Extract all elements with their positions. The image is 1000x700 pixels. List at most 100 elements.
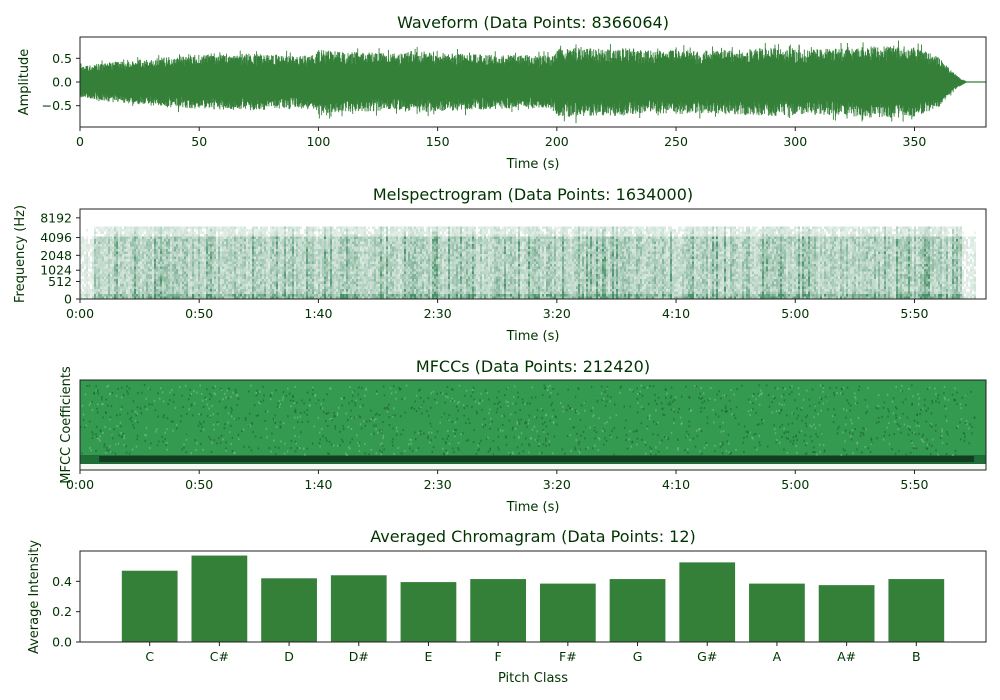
mel-cell — [206, 259, 208, 262]
mel-cell — [428, 264, 430, 267]
mel-cell — [242, 259, 244, 262]
x-tick-label: 0 — [76, 134, 84, 149]
mel-cell — [244, 264, 246, 267]
mel-cell — [400, 279, 402, 282]
mel-cell — [364, 269, 366, 272]
mel-cell — [274, 261, 276, 264]
mel-cell — [264, 291, 266, 294]
mel-cell — [342, 229, 344, 232]
mel-cell — [336, 249, 338, 252]
mel-cell — [390, 296, 392, 299]
mel-cell — [96, 284, 98, 287]
mel-cell — [356, 234, 358, 237]
mel-cell — [202, 244, 204, 247]
mel-cell — [288, 226, 290, 229]
mel-cell — [198, 276, 200, 279]
mel-cell — [330, 226, 332, 229]
mel-cell — [308, 239, 310, 242]
mel-cell — [420, 246, 422, 249]
mel-cell — [108, 231, 110, 234]
mel-cell — [226, 236, 228, 239]
mel-cell — [234, 289, 236, 292]
mel-cell — [120, 276, 122, 279]
mel-cell — [120, 236, 122, 239]
mel-cell — [96, 276, 98, 279]
mel-cell — [322, 256, 324, 259]
mel-cell — [304, 284, 306, 287]
mel-cell — [258, 259, 260, 262]
mel-cell — [118, 256, 120, 259]
mel-cell — [114, 244, 116, 247]
mel-cell — [276, 231, 278, 234]
mel-cell — [180, 289, 182, 292]
mel-cell — [208, 251, 210, 254]
mel-cell — [414, 256, 416, 259]
mel-cell — [176, 236, 178, 239]
mel-cell — [182, 241, 184, 244]
mel-cell — [254, 281, 256, 284]
mel-cell — [238, 241, 240, 244]
mel-cell — [136, 286, 138, 289]
mel-cell — [134, 249, 136, 252]
mel-cell — [278, 254, 280, 257]
mel-cell — [186, 294, 188, 297]
mel-cell — [140, 294, 142, 297]
mel-cell — [376, 289, 378, 292]
mel-cell — [280, 226, 282, 229]
mel-cell — [406, 281, 408, 284]
mel-cell — [168, 271, 170, 274]
mel-cell — [348, 234, 350, 237]
mel-cell — [354, 234, 356, 237]
mel-cell — [300, 296, 302, 299]
mel-cell — [212, 279, 214, 282]
mel-cell — [122, 249, 124, 252]
mel-cell — [242, 231, 244, 234]
mel-cell — [184, 291, 186, 294]
mel-cell — [278, 269, 280, 272]
mel-cell — [366, 236, 368, 239]
mel-cell — [198, 296, 200, 299]
mel-cell — [180, 276, 182, 279]
mel-cell — [188, 279, 190, 282]
mel-cell — [242, 254, 244, 257]
mel-cell — [408, 229, 410, 232]
mel-cell — [422, 266, 424, 269]
mel-cell — [326, 264, 328, 267]
mel-cell — [124, 254, 126, 257]
mel-cell — [116, 256, 118, 259]
mel-cell — [278, 259, 280, 262]
mel-cell — [298, 254, 300, 257]
mel-cell — [244, 286, 246, 289]
mel-cell — [156, 234, 158, 237]
y-tick-label: 0.0 — [52, 75, 72, 90]
mel-cell — [290, 296, 292, 299]
mel-cell — [310, 266, 312, 269]
mel-cell — [412, 229, 414, 232]
mel-cell — [240, 231, 242, 234]
mel-cell — [158, 289, 160, 292]
mel-cell — [222, 244, 224, 247]
mel-cell — [336, 246, 338, 249]
mel-cell — [230, 239, 232, 242]
mel-cell — [218, 261, 220, 264]
mel-cell — [406, 239, 408, 242]
mel-cell — [274, 264, 276, 267]
mel-cell — [262, 261, 264, 264]
mel-cell — [414, 264, 416, 267]
mel-cell — [146, 264, 148, 267]
mel-cell — [234, 226, 236, 229]
mel-cell — [390, 241, 392, 244]
mel-cell — [136, 269, 138, 272]
mel-cell — [428, 281, 430, 284]
mel-cell — [272, 239, 274, 242]
mel-cell — [390, 226, 392, 229]
mel-cell — [220, 274, 222, 277]
mel-cell — [190, 234, 192, 237]
mel-cell — [184, 259, 186, 262]
mel-cell — [346, 239, 348, 242]
mel-cell — [286, 254, 288, 257]
mel-cell — [98, 289, 100, 292]
mel-cell — [422, 254, 424, 257]
mel-cell — [100, 226, 102, 229]
mel-cell — [274, 266, 276, 269]
